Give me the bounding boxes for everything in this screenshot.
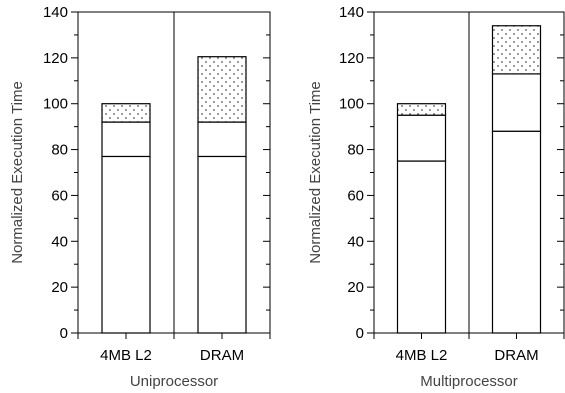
y-tick-label: 100 — [43, 96, 68, 113]
uniprocessor-chart: 0 20 40 60 80 100 120 140 4MB L2 DRAM Uniprocessor… — [9, 4, 271, 390]
y-tick-label: 60 — [51, 187, 68, 204]
x-tick-label: 4MB L2 — [396, 347, 448, 364]
x-tick-label: 4MB L2 — [100, 347, 152, 364]
y-tick-label: 140 — [339, 4, 364, 21]
bar-segment-3 — [491, 25, 542, 75]
y-tick-label: 60 — [347, 187, 364, 204]
multiprocessor-chart: 0 20 40 60 80 100 120 140 4MB L2 DRAM Multiprocess… — [307, 4, 565, 390]
bar-segment-2 — [197, 121, 247, 158]
bar-segment-1 — [396, 160, 447, 334]
y-tick-label: 80 — [51, 142, 68, 159]
y-tick-label: 80 — [347, 142, 364, 159]
y-tick-label: 20 — [51, 279, 68, 296]
y-tick-label: 40 — [347, 233, 364, 250]
y-tick-label: 120 — [43, 50, 68, 67]
y-tick-label: 0 — [60, 325, 68, 342]
y-axis-title: Normalized Execution Time — [9, 81, 26, 264]
x-axis-title: Uniprocessor — [130, 373, 218, 390]
bar-segment-1 — [197, 155, 247, 334]
bar-segment-1 — [491, 130, 542, 334]
bar-segment-3 — [197, 56, 247, 123]
y-tick-label: 120 — [339, 50, 364, 67]
bar-segment-3 — [101, 103, 151, 123]
bar-segment-2 — [396, 114, 447, 162]
y-tick-label: 0 — [356, 325, 364, 342]
x-tick-label: DRAM — [200, 347, 244, 364]
y-tick-label: 140 — [43, 4, 68, 21]
y-tick-label: 100 — [339, 96, 364, 113]
y-tick-label: 40 — [51, 233, 68, 250]
bar-segment-2 — [101, 121, 151, 158]
x-axis-title: Multiprocessor — [420, 373, 518, 390]
bar-segment-3 — [396, 103, 447, 116]
y-axis-title: Normalized Execution Time — [307, 81, 324, 264]
bar-segment-1 — [101, 155, 151, 334]
bar-segment-2 — [491, 73, 542, 132]
x-tick-label: DRAM — [494, 347, 538, 364]
y-tick-label: 20 — [347, 279, 364, 296]
